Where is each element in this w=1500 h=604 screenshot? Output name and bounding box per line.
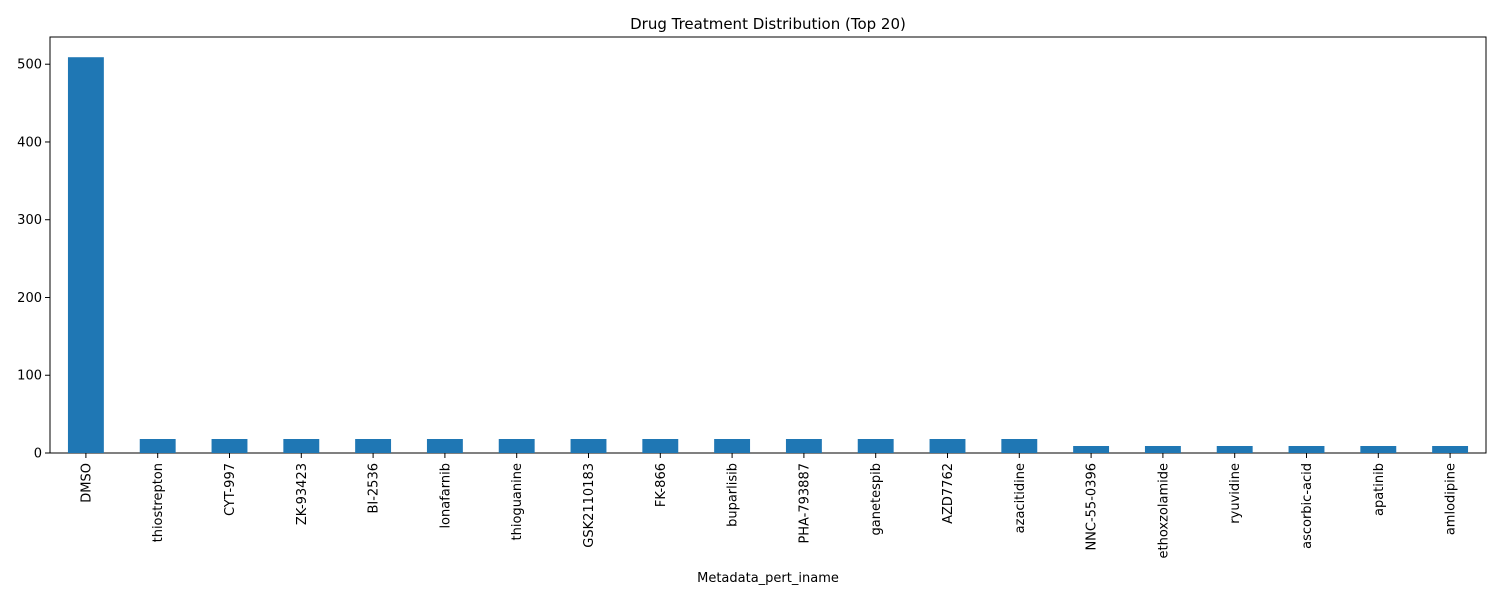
plot-area-frame: [49, 36, 1487, 454]
x-tick-label: ganetespib: [869, 463, 884, 535]
x-tick-label: FK-866: [654, 463, 669, 507]
y-tick-label: 400: [17, 135, 42, 150]
bar: [929, 439, 966, 453]
x-tick-label: CYT-997: [223, 463, 238, 516]
x-axis: DMSO thiostrepton CYT-997 ZK-93423 BI-2536 lo…: [79, 453, 1459, 558]
bar: [355, 439, 392, 453]
x-tick-label: ZK-93423: [295, 463, 310, 525]
x-tick-label: thiostrepton: [151, 463, 166, 542]
bar: [714, 439, 751, 453]
bar: [857, 439, 894, 453]
bar: [1073, 446, 1110, 453]
bar: [426, 439, 463, 453]
bar: [67, 57, 104, 453]
x-tick-label: PHA-793887: [797, 463, 812, 544]
bar: [139, 439, 176, 453]
bar: [1288, 446, 1325, 453]
bar: [642, 439, 679, 453]
bar: [785, 439, 822, 453]
x-tick-label: NNC-55-0396: [1085, 463, 1100, 551]
bar: [1216, 446, 1253, 453]
y-tick-label: 100: [17, 369, 42, 384]
x-tick-label: ascorbic-acid: [1300, 463, 1315, 549]
x-tick-label: lonafarnib: [438, 463, 453, 529]
x-tick-label: amlodipine: [1444, 463, 1459, 535]
y-tick-label: 0: [34, 447, 42, 462]
x-axis-label: Metadata_pert_iname: [697, 571, 839, 586]
x-tick-label: buparlisib: [726, 463, 741, 527]
x-tick-label: thioguanine: [510, 463, 525, 540]
bar: [1360, 446, 1397, 453]
chart-title: Drug Treatment Distribution (Top 20): [630, 15, 906, 33]
y-tick-label: 200: [17, 291, 42, 306]
y-axis: 0 100 200 300 400 500: [17, 58, 50, 462]
x-tick-label: BI-2536: [367, 463, 382, 514]
bar: [283, 439, 320, 453]
x-tick-label: GSK2110183: [582, 463, 597, 548]
bar: [498, 439, 535, 453]
bar: [1001, 439, 1038, 453]
bar: [1144, 446, 1181, 453]
x-tick-label: ethoxzolamide: [1156, 463, 1171, 558]
x-tick-label: AZD7762: [941, 463, 956, 524]
y-tick-label: 500: [17, 58, 42, 73]
bars: [67, 57, 1469, 453]
y-tick-label: 300: [17, 213, 42, 228]
bar: [570, 439, 607, 453]
x-tick-label: azacitidine: [1013, 463, 1028, 533]
bar: [211, 439, 248, 453]
x-tick-label: ryuvidine: [1228, 463, 1243, 524]
x-tick-label: DMSO: [79, 463, 94, 503]
x-tick-label: apatinib: [1372, 463, 1387, 516]
bar: [1432, 446, 1469, 453]
